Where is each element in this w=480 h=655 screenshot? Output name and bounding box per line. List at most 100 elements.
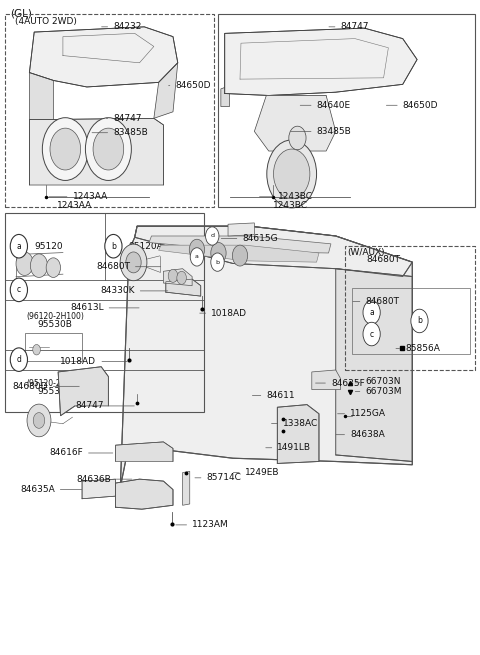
Text: c: c [17, 286, 21, 294]
Circle shape [42, 118, 88, 180]
Circle shape [289, 126, 306, 150]
Circle shape [33, 413, 45, 428]
Polygon shape [254, 96, 336, 151]
Text: 84636B: 84636B [76, 475, 132, 483]
Text: 84616F: 84616F [49, 449, 113, 457]
Text: 84330K: 84330K [100, 286, 168, 295]
Polygon shape [135, 226, 412, 276]
Circle shape [274, 149, 310, 198]
Circle shape [10, 234, 27, 258]
Circle shape [205, 227, 219, 245]
Bar [5, 14, 214, 206]
Polygon shape [58, 367, 108, 416]
Text: 66703N: 66703N [355, 377, 401, 386]
Circle shape [50, 128, 81, 170]
Circle shape [93, 128, 124, 170]
Polygon shape [29, 73, 53, 126]
Text: b: b [216, 259, 219, 265]
Bar [24, 333, 82, 361]
Circle shape [190, 248, 204, 266]
Circle shape [189, 239, 204, 260]
Polygon shape [266, 96, 326, 107]
Text: (W/AUX): (W/AUX) [348, 248, 385, 257]
Text: 1243AA: 1243AA [49, 193, 108, 201]
Polygon shape [312, 370, 340, 390]
Circle shape [267, 140, 317, 208]
Text: 84613L: 84613L [70, 303, 139, 312]
Text: 1125GA: 1125GA [337, 409, 386, 419]
Text: 85856A: 85856A [396, 344, 440, 353]
Text: 84650D: 84650D [168, 81, 211, 90]
Text: 1018AD: 1018AD [60, 357, 127, 366]
Text: 85714C: 85714C [195, 474, 241, 482]
Circle shape [211, 242, 226, 263]
Polygon shape [29, 119, 163, 185]
Text: 84611: 84611 [252, 391, 295, 400]
Text: 1249EB: 1249EB [233, 468, 279, 477]
Text: 95120A: 95120A [129, 242, 164, 251]
Circle shape [177, 271, 186, 284]
Circle shape [363, 322, 380, 346]
Text: 1243BC: 1243BC [273, 201, 308, 210]
Polygon shape [228, 223, 254, 236]
Text: 84638A: 84638A [336, 430, 385, 440]
Text: (GL): (GL) [10, 9, 32, 18]
Bar [345, 246, 475, 370]
Polygon shape [116, 479, 173, 509]
Bar [5, 213, 204, 413]
Polygon shape [166, 279, 201, 296]
Circle shape [30, 254, 48, 278]
Circle shape [126, 252, 141, 273]
Text: 83485B: 83485B [291, 127, 351, 136]
Text: 1491LB: 1491LB [266, 443, 312, 452]
Text: (4AUTO 2WD): (4AUTO 2WD) [15, 17, 77, 26]
Text: 1243BC: 1243BC [260, 193, 313, 201]
Text: 84615G: 84615G [221, 234, 278, 243]
Text: 84680T: 84680T [367, 255, 401, 264]
Polygon shape [82, 479, 116, 498]
Text: c: c [370, 329, 374, 339]
Text: 95530B: 95530B [38, 320, 72, 329]
Text: 66703M: 66703M [355, 387, 402, 396]
Text: 1338AC: 1338AC [272, 419, 318, 428]
Text: 1243AA: 1243AA [57, 201, 93, 210]
Text: 84635F: 84635F [315, 379, 365, 388]
Circle shape [10, 348, 27, 371]
Polygon shape [149, 236, 331, 253]
Circle shape [10, 278, 27, 302]
Text: 1123AM: 1123AM [176, 520, 229, 529]
Polygon shape [158, 245, 319, 262]
Text: d: d [16, 355, 21, 364]
Text: (95120-2H050): (95120-2H050) [26, 379, 84, 388]
Text: 84747: 84747 [329, 22, 369, 31]
Polygon shape [225, 28, 417, 96]
Text: 84650D: 84650D [386, 101, 438, 110]
Text: 84680D: 84680D [12, 382, 79, 391]
Text: a: a [195, 254, 199, 259]
Circle shape [168, 269, 178, 282]
Text: a: a [16, 242, 21, 251]
Text: 84747: 84747 [75, 402, 134, 411]
Text: 84680T: 84680T [353, 297, 399, 306]
Text: 95120: 95120 [34, 242, 63, 251]
Text: b: b [111, 242, 116, 251]
Text: 84680T: 84680T [96, 262, 161, 271]
Text: 1018AD: 1018AD [200, 309, 247, 318]
Circle shape [211, 253, 224, 271]
Polygon shape [277, 405, 319, 464]
Circle shape [105, 234, 122, 258]
Text: 84635A: 84635A [20, 485, 82, 494]
Circle shape [33, 345, 40, 355]
Bar [352, 288, 470, 354]
Text: 83485B: 83485B [92, 128, 148, 138]
Text: b: b [417, 316, 422, 326]
Polygon shape [182, 472, 190, 505]
Polygon shape [163, 269, 192, 286]
Circle shape [85, 118, 132, 180]
Circle shape [27, 404, 51, 437]
Text: 84232: 84232 [102, 22, 142, 31]
Polygon shape [120, 226, 412, 487]
Polygon shape [29, 27, 178, 87]
Polygon shape [336, 269, 412, 462]
Circle shape [363, 301, 380, 324]
